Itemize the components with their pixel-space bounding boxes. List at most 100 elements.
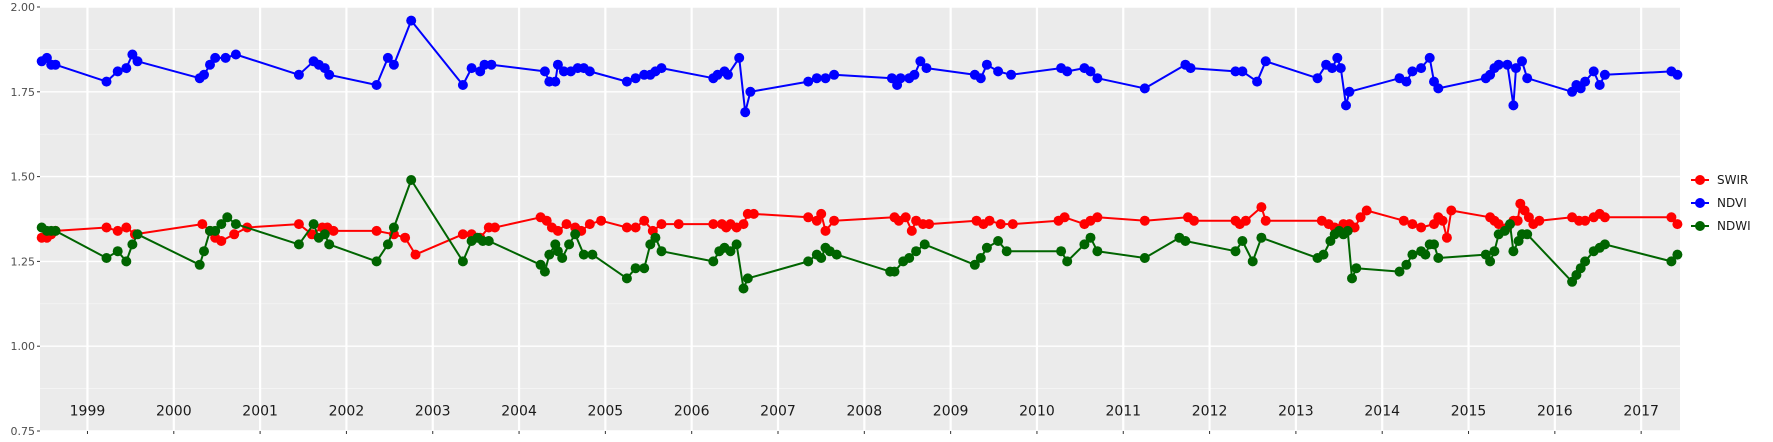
- data-point-ndwi: [803, 256, 814, 267]
- data-point-ndvi: [220, 52, 231, 63]
- data-point-swir: [1446, 205, 1457, 216]
- data-point-ndwi: [406, 175, 417, 185]
- data-point-ndwi: [656, 246, 667, 257]
- data-point-ndwi: [731, 239, 742, 250]
- data-point-ndwi: [1522, 229, 1533, 240]
- data-point-swir: [561, 219, 572, 230]
- year-label: 2006: [674, 404, 710, 420]
- data-point-ndvi: [1006, 69, 1017, 80]
- data-point-ndvi: [803, 76, 814, 87]
- data-point-ndvi: [722, 69, 733, 80]
- data-point-swir: [1361, 205, 1372, 216]
- data-point-ndwi: [557, 253, 568, 263]
- data-point-swir: [1437, 215, 1448, 226]
- data-point-ndwi: [1256, 232, 1267, 243]
- data-point-swir: [1240, 215, 1251, 226]
- data-point-swir: [1260, 215, 1271, 226]
- data-point-swir: [639, 215, 650, 226]
- y-tick-label: 1.50: [11, 171, 36, 184]
- data-point-swir: [328, 225, 339, 236]
- data-point-ndvi: [740, 107, 751, 118]
- data-point-ndwi: [1401, 259, 1412, 270]
- data-point-swir: [293, 219, 304, 230]
- data-point-ndvi: [820, 73, 831, 84]
- year-label: 2013: [1278, 404, 1314, 420]
- data-point-ndwi: [1499, 225, 1510, 236]
- data-point-ndwi: [371, 256, 382, 267]
- data-point-ndvi: [230, 49, 241, 60]
- data-point-ndwi: [621, 273, 632, 284]
- legend-key-swir: [1695, 175, 1705, 185]
- data-point-ndvi: [656, 63, 667, 74]
- y-tick-label: 0.75: [11, 425, 36, 438]
- data-point-swir: [400, 232, 411, 243]
- data-point-ndwi: [199, 246, 209, 257]
- data-point-ndvi: [486, 59, 497, 70]
- data-point-ndwi: [650, 232, 661, 243]
- data-point-ndvi: [324, 69, 335, 80]
- data-point-swir: [1139, 215, 1150, 226]
- data-point-ndwi: [587, 249, 598, 260]
- data-point-ndwi: [1247, 256, 1258, 267]
- data-point-swir: [489, 222, 500, 233]
- data-point-ndwi: [1666, 256, 1677, 267]
- data-point-ndvi: [382, 52, 393, 63]
- data-point-ndwi: [1485, 256, 1496, 267]
- data-point-ndvi: [1493, 59, 1504, 70]
- data-point-ndwi: [911, 246, 922, 257]
- data-point-ndvi: [127, 49, 138, 60]
- data-point-ndwi: [194, 259, 205, 270]
- data-point-swir: [1407, 219, 1418, 230]
- data-point-ndwi: [725, 246, 736, 257]
- data-point-ndvi: [371, 80, 382, 90]
- legend-label: NDWI: [1717, 219, 1751, 233]
- data-point-ndvi: [132, 56, 143, 67]
- data-point-swir: [1398, 215, 1409, 226]
- data-point-ndwi: [816, 253, 827, 263]
- data-point-swir: [371, 225, 382, 236]
- y-axis: 0.75 1.00 1.25 1.50 1.75 2.00: [11, 1, 40, 438]
- data-point-ndwi: [319, 229, 330, 240]
- data-point-ndwi: [975, 253, 986, 263]
- year-label: 2015: [1451, 404, 1487, 420]
- legend-label: SWIR: [1717, 173, 1748, 187]
- year-label: 2014: [1364, 404, 1400, 420]
- data-point-swir: [101, 222, 112, 233]
- data-point-ndwi: [1599, 239, 1610, 250]
- data-point-ndwi: [50, 225, 61, 236]
- data-point-ndwi: [1318, 249, 1329, 260]
- data-point-ndvi: [1502, 59, 1513, 70]
- data-point-ndwi: [1085, 232, 1096, 243]
- data-point-ndvi: [539, 66, 550, 77]
- year-label: 2011: [1105, 404, 1141, 420]
- data-point-ndvi: [1594, 80, 1605, 90]
- data-point-ndvi: [1407, 66, 1418, 77]
- data-point-swir: [673, 219, 684, 230]
- data-point-swir: [410, 249, 421, 260]
- data-point-ndvi: [1185, 63, 1196, 74]
- data-point-ndvi: [909, 69, 920, 80]
- data-point-ndwi: [1489, 246, 1500, 257]
- data-point-ndwi: [1056, 246, 1067, 257]
- data-point-ndwi: [904, 253, 915, 263]
- data-point-ndvi: [1517, 56, 1527, 67]
- data-point-swir: [584, 219, 595, 230]
- data-point-ndvi: [1062, 66, 1073, 77]
- data-point-ndvi: [745, 86, 756, 97]
- data-point-ndwi: [1230, 246, 1241, 257]
- data-point-ndwi: [831, 249, 842, 260]
- data-point-ndwi: [1342, 225, 1353, 236]
- data-point-ndwi: [1079, 239, 1090, 250]
- data-point-ndvi: [466, 63, 477, 74]
- data-point-swir: [541, 215, 552, 226]
- data-point-ndvi: [550, 76, 561, 87]
- year-label: 1999: [70, 404, 106, 420]
- y-tick-label: 1.25: [11, 255, 36, 268]
- series-line-ndwi: [41, 179, 1679, 290]
- data-point-swir: [112, 225, 123, 236]
- major-gridlines: [40, 6, 1680, 432]
- data-point-ndvi: [1237, 66, 1248, 77]
- data-point-ndvi: [1327, 63, 1338, 74]
- data-point-ndvi: [1085, 66, 1096, 77]
- data-point-ndvi: [1260, 56, 1271, 67]
